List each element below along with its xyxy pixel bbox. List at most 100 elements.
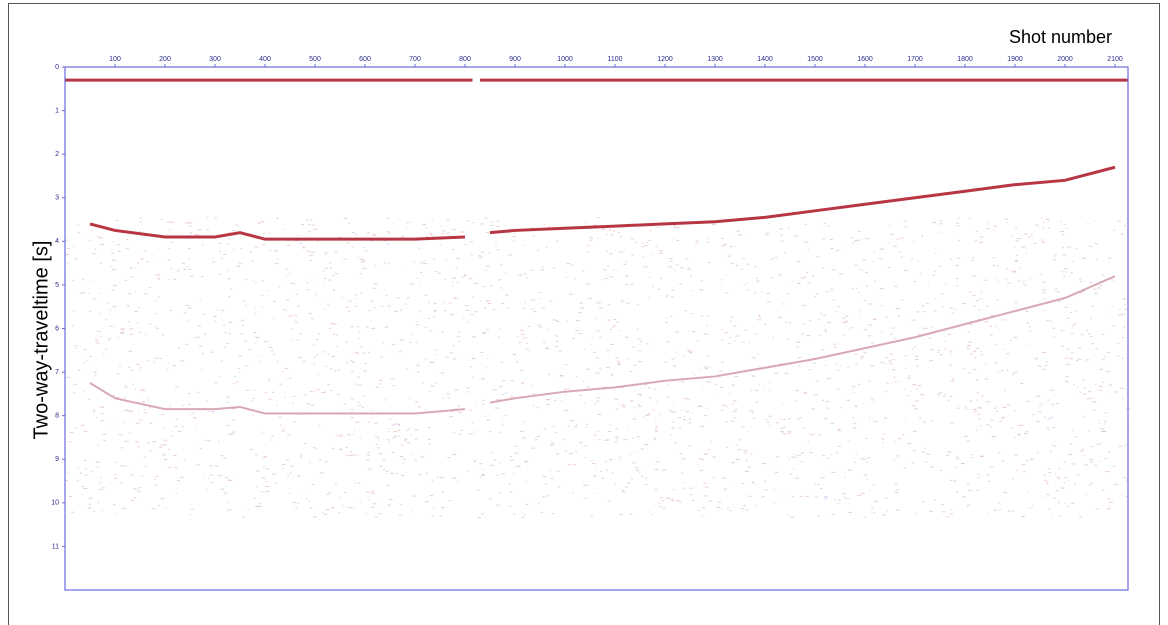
- noise: [357, 405, 361, 406]
- noise: [955, 467, 957, 468]
- noise: [596, 217, 599, 218]
- noise: [480, 300, 481, 301]
- noise: [1065, 224, 1066, 225]
- noise: [1104, 423, 1105, 424]
- noise: [441, 332, 443, 333]
- noise: [1046, 494, 1049, 495]
- noise: [396, 473, 398, 474]
- noise: [546, 404, 550, 405]
- noise: [171, 242, 174, 243]
- noise: [325, 268, 328, 269]
- noise: [354, 298, 355, 299]
- noise: [838, 500, 842, 501]
- noise: [588, 498, 589, 499]
- noise: [564, 439, 566, 440]
- noise: [824, 223, 826, 224]
- noise: [634, 365, 636, 366]
- noise: [848, 470, 852, 471]
- noise: [328, 354, 329, 355]
- noise: [589, 240, 593, 241]
- noise: [838, 446, 841, 447]
- noise: [823, 315, 826, 316]
- noise: [95, 375, 96, 376]
- noise: [311, 405, 314, 406]
- x-tick-label: 1000: [557, 56, 573, 63]
- noise: [554, 400, 556, 401]
- noise: [375, 265, 376, 266]
- noise: [160, 358, 162, 359]
- noise: [821, 350, 825, 351]
- noise: [1058, 503, 1059, 504]
- noise: [598, 238, 599, 239]
- noise: [950, 513, 953, 514]
- noise: [542, 267, 544, 268]
- noise: [493, 459, 496, 460]
- noise: [968, 331, 970, 332]
- noise: [974, 411, 976, 412]
- noise: [371, 321, 372, 322]
- noise: [625, 261, 627, 262]
- noise: [513, 354, 516, 355]
- noise: [722, 478, 726, 479]
- noise: [195, 427, 196, 428]
- noise: [894, 286, 898, 287]
- noise: [482, 404, 485, 405]
- noise: [122, 331, 124, 332]
- noise: [854, 265, 857, 266]
- noise: [429, 233, 433, 234]
- noise: [852, 288, 854, 289]
- noise: [227, 270, 228, 271]
- noise: [690, 276, 692, 277]
- noise: [697, 240, 699, 241]
- noise: [100, 244, 104, 245]
- noise: [898, 315, 900, 316]
- noise: [976, 300, 979, 301]
- noise: [699, 406, 703, 407]
- noise: [1048, 509, 1050, 510]
- noise: [140, 217, 142, 218]
- noise: [601, 301, 602, 302]
- noise: [1121, 234, 1124, 235]
- noise: [814, 394, 818, 395]
- noise: [1038, 411, 1042, 412]
- noise: [1101, 442, 1102, 443]
- noise: [1109, 502, 1113, 503]
- noise: [893, 359, 895, 360]
- noise: [261, 221, 265, 222]
- noise: [169, 229, 171, 230]
- noise: [1041, 218, 1043, 219]
- noise: [586, 252, 588, 253]
- noise: [771, 277, 774, 278]
- noise: [893, 460, 894, 461]
- noise: [721, 245, 725, 246]
- noise: [228, 503, 229, 504]
- noise: [973, 409, 976, 410]
- noise: [621, 459, 622, 460]
- noise: [470, 242, 473, 243]
- noise: [329, 492, 331, 493]
- noise: [500, 264, 502, 265]
- noise: [1070, 272, 1072, 273]
- noise: [250, 365, 251, 366]
- noise: [701, 459, 704, 460]
- noise: [444, 310, 447, 311]
- noise: [339, 436, 342, 437]
- y-tick-label: 8: [55, 413, 59, 420]
- noise: [318, 334, 320, 335]
- noise: [475, 405, 476, 406]
- noise: [182, 405, 184, 406]
- noise: [466, 471, 468, 472]
- noise: [520, 330, 524, 331]
- noise: [114, 474, 116, 475]
- noise: [134, 311, 138, 312]
- noise: [662, 470, 666, 471]
- noise: [1072, 261, 1074, 262]
- noise: [814, 296, 816, 297]
- noise: [708, 262, 711, 263]
- noise: [1021, 464, 1025, 465]
- noise: [210, 465, 213, 466]
- noise: [1065, 376, 1068, 377]
- noise: [659, 251, 663, 252]
- noise: [233, 431, 236, 432]
- noise: [572, 493, 574, 494]
